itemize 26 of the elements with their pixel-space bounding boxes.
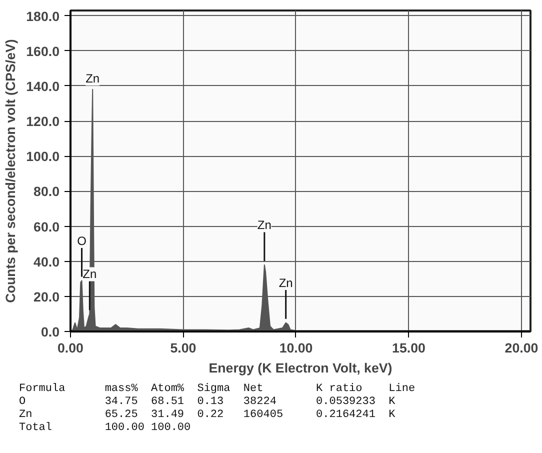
- y-tick-label: 40.0: [34, 254, 60, 270]
- annotation: Zn: [278, 276, 293, 290]
- x-tick-label: 10.00: [279, 340, 313, 356]
- x-tick-label: 5.00: [170, 340, 196, 356]
- y-tick-label: 140.0: [26, 78, 60, 94]
- x-tick-label: 20.00: [504, 340, 538, 356]
- text: Total 100.00 100.00: [19, 422, 191, 434]
- text: Zn 65.25 31.49 0.22 160405 0.2164241 K: [19, 409, 396, 421]
- y-tick-label: 100.0: [26, 149, 60, 164]
- annotation: O: [77, 234, 86, 248]
- y-tick-label: 20.0: [34, 289, 60, 304]
- y-tick-label: 120.0: [26, 114, 60, 130]
- y-tick-label: 160.0: [26, 44, 60, 59]
- y-tick-label: 180.0: [26, 8, 60, 24]
- y-axis-title: Counts per second/electron volt (CPS/eV): [3, 39, 18, 303]
- annotation: Zn: [82, 267, 97, 282]
- y-tick-label: 80.0: [34, 184, 60, 200]
- annotation: Zn: [86, 72, 100, 86]
- text: O 34.75 68.51 0.13 38224 0.0539233 K: [19, 396, 396, 408]
- y-tick-label: 60.0: [34, 219, 60, 234]
- y-tick-label: 0.0: [40, 324, 60, 340]
- x-tick-label: 15.00: [392, 340, 426, 356]
- text: Formula mass% Atom% Sigma Net K ratio Line: [19, 383, 416, 395]
- x-axis-title: Energy (K Electron Volt, keV): [208, 360, 392, 376]
- annotation: Zn: [257, 218, 272, 232]
- x-tick-label: 0.00: [58, 340, 84, 356]
